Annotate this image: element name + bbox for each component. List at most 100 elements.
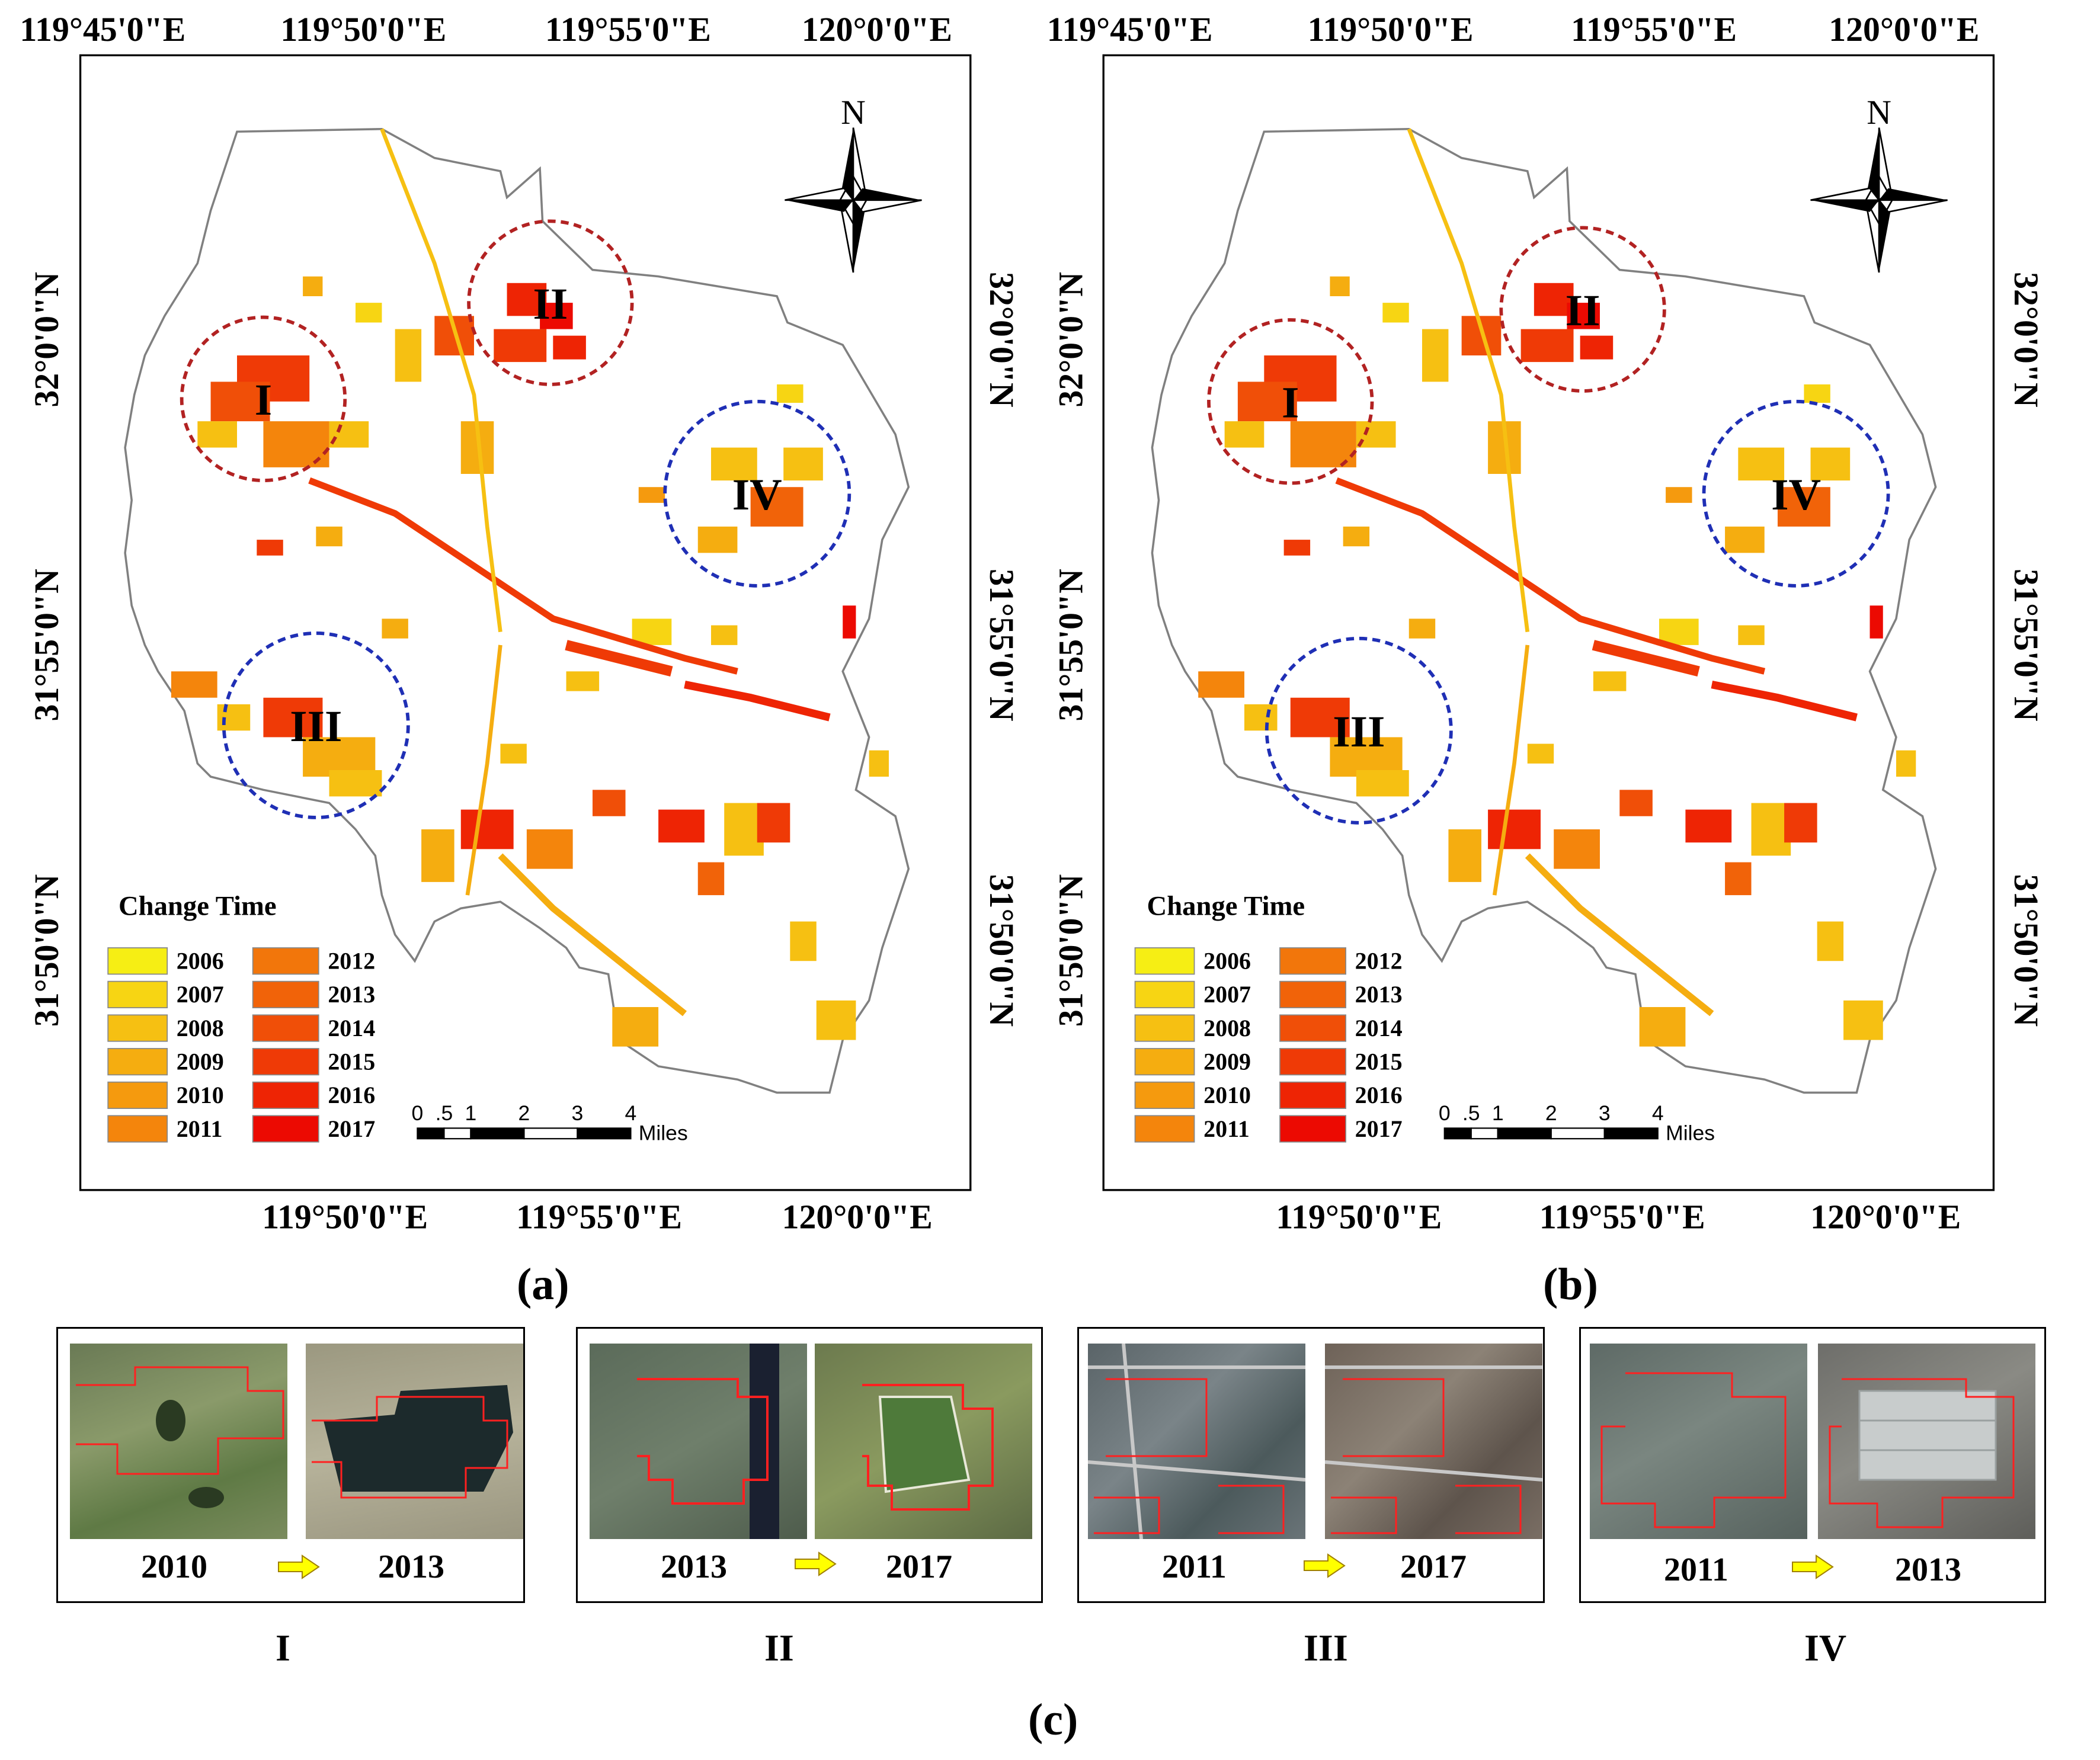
lon-label: 120°0'0"E [1829,11,1979,49]
inset-II-before-year: 2013 [661,1549,727,1585]
inset-III-label: III [1304,1627,1348,1669]
legend-swatch [1279,1115,1346,1143]
arrow-right-icon [795,1551,837,1576]
legend-swatch [1134,947,1195,975]
legend-swatch [107,947,168,975]
lat-label: 31°50'0"N [2007,874,2044,1027]
lon-label: 119°55'0"E [516,1198,682,1236]
map-b-region-III: III [1265,636,1453,825]
lat-label: 31°55'0"N [28,569,66,721]
lon-label: 120°0'0"E [782,1198,933,1236]
lon-label: 120°0'0"E [1810,1198,1961,1236]
lon-label: 119°50'0"E [1308,11,1474,49]
legend-swatch [1134,1081,1195,1109]
map-a-region-I: I [180,315,347,482]
lon-label: 119°50'0"E [1276,1198,1442,1236]
lon-label: 119°55'0"E [545,11,711,49]
inset-II-after-image [815,1344,1032,1539]
legend-year: 2014 [1355,1015,1403,1041]
legend-swatch [252,1014,319,1042]
legend-swatch [1279,1048,1346,1076]
legend-year: 2011 [177,1115,223,1142]
scale-bar-unit: Miles [1666,1121,1715,1145]
scale-bar-segment [470,1127,525,1140]
legend-year: 2015 [328,1049,375,1075]
legend-year: 2012 [328,948,375,974]
lat-label: 31°50'0"N [28,874,66,1027]
inset-III-before-image [1088,1344,1305,1539]
inset-II: 2013 2017 [576,1327,1043,1603]
legend-swatch [1134,1014,1195,1042]
map-a-frame [79,54,972,1191]
map-b-region-II: II [1499,226,1666,393]
legend-year: 2014 [328,1015,375,1041]
inset-I-before-year: 2010 [141,1549,207,1585]
map-a-right-lat-labels: 32°0'0"N 31°55'0"N 31°50'0"N [982,272,1020,1027]
inset-III: 2011 2017 [1077,1327,1545,1603]
region-label: I [1282,378,1299,427]
lon-label: 120°0'0"E [802,11,952,49]
legend-year: 2006 [1203,948,1251,974]
legend-year: 2012 [1355,948,1403,974]
region-label: III [290,702,342,751]
lon-label: 119°50'0"E [262,1198,428,1236]
legend-title: Change Time [1147,890,1305,921]
legend-swatch [252,947,319,975]
legend-year: 2010 [177,1082,224,1108]
legend-year: 2015 [1355,1049,1403,1075]
legend-year: 2008 [1203,1015,1251,1041]
scale-bar-tick: 3 [1599,1101,1611,1125]
scale-bar-tick: 1 [1492,1101,1504,1125]
lat-label: 31°55'0"N [982,569,1020,721]
legend-year: 2006 [177,948,224,974]
scale-bar-segment [1550,1127,1605,1140]
lat-label: 32°0'0"N [28,272,66,407]
inset-II-after-year: 2017 [886,1549,952,1585]
scale-bar-tick: 4 [1652,1101,1664,1125]
scale-bar-tick: 1 [465,1101,477,1125]
legend-swatch [1279,1081,1346,1109]
legend-swatch [1279,947,1346,975]
legend-swatch [252,1081,319,1109]
legend-year: 2016 [328,1082,375,1108]
arrow-right-icon [1304,1553,1346,1578]
north-arrow-icon: N [784,94,923,274]
map-a-left-lat-labels: 32°0'0"N 31°55'0"N 31°50'0"N [28,272,66,1027]
map-b-legend: Change Time 2006 2007 2008 2009 2010 2011 2012… [1134,890,1403,1143]
scale-bar-segment [417,1127,445,1140]
legend-swatch [1134,1048,1195,1076]
legend-year: 2009 [1203,1049,1251,1075]
region-label: IV [1771,470,1821,520]
map-b-frame [1102,54,1995,1191]
panel-label-c: (c) [1028,1695,1078,1745]
region-label: IV [732,470,782,520]
inset-IV-before-year: 2011 [1664,1551,1728,1588]
map-b-region-I: I [1207,318,1374,485]
legend-swatch [1279,1014,1346,1042]
scale-bar-segment [1603,1127,1659,1140]
lat-label: 31°55'0"N [2007,569,2044,721]
lon-label: 119°45'0"E [1047,11,1213,49]
legend-swatch [107,980,168,1008]
inset-I-before-image [70,1344,287,1539]
region-label: III [1333,707,1385,756]
arrow-right-icon [278,1554,320,1579]
legend-title: Change Time [119,890,277,921]
legend-swatch [1134,1115,1195,1143]
map-a-region-II: II [467,219,634,386]
legend-year: 2007 [1203,981,1251,1008]
scale-bar-segment [1497,1127,1552,1140]
scale-bar-segment [1470,1127,1499,1140]
map-a-bottom-lon-labels: 119°50'0"E 119°55'0"E 120°0'0"E [262,1198,932,1236]
map-a-region-III: III [222,631,410,819]
scale-bar-tick: 0 [1439,1101,1451,1125]
scale-bar-segment [523,1127,578,1140]
legend-year: 2011 [1203,1115,1250,1142]
inset-IV: 2011 2013 [1579,1327,2046,1603]
inset-II-before-image [590,1344,807,1539]
legend-swatch [1134,980,1195,1008]
panel-label-a: (a) [517,1259,569,1309]
legend-swatch [107,1081,168,1109]
